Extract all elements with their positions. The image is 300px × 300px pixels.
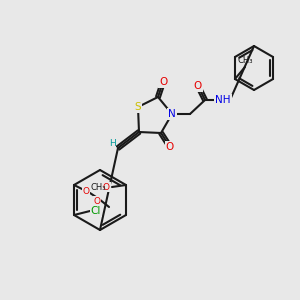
Text: Cl: Cl xyxy=(91,206,101,216)
Text: O: O xyxy=(194,81,202,91)
Text: NH: NH xyxy=(215,95,231,105)
Text: O: O xyxy=(166,142,174,152)
Text: O: O xyxy=(159,77,167,87)
Text: CH₃: CH₃ xyxy=(237,56,253,65)
Text: O: O xyxy=(82,187,89,196)
Text: O: O xyxy=(103,182,110,191)
Text: N: N xyxy=(168,109,176,119)
Text: O: O xyxy=(94,196,100,206)
Text: H: H xyxy=(109,140,116,148)
Text: S: S xyxy=(135,102,141,112)
Text: CH₃: CH₃ xyxy=(90,182,106,191)
